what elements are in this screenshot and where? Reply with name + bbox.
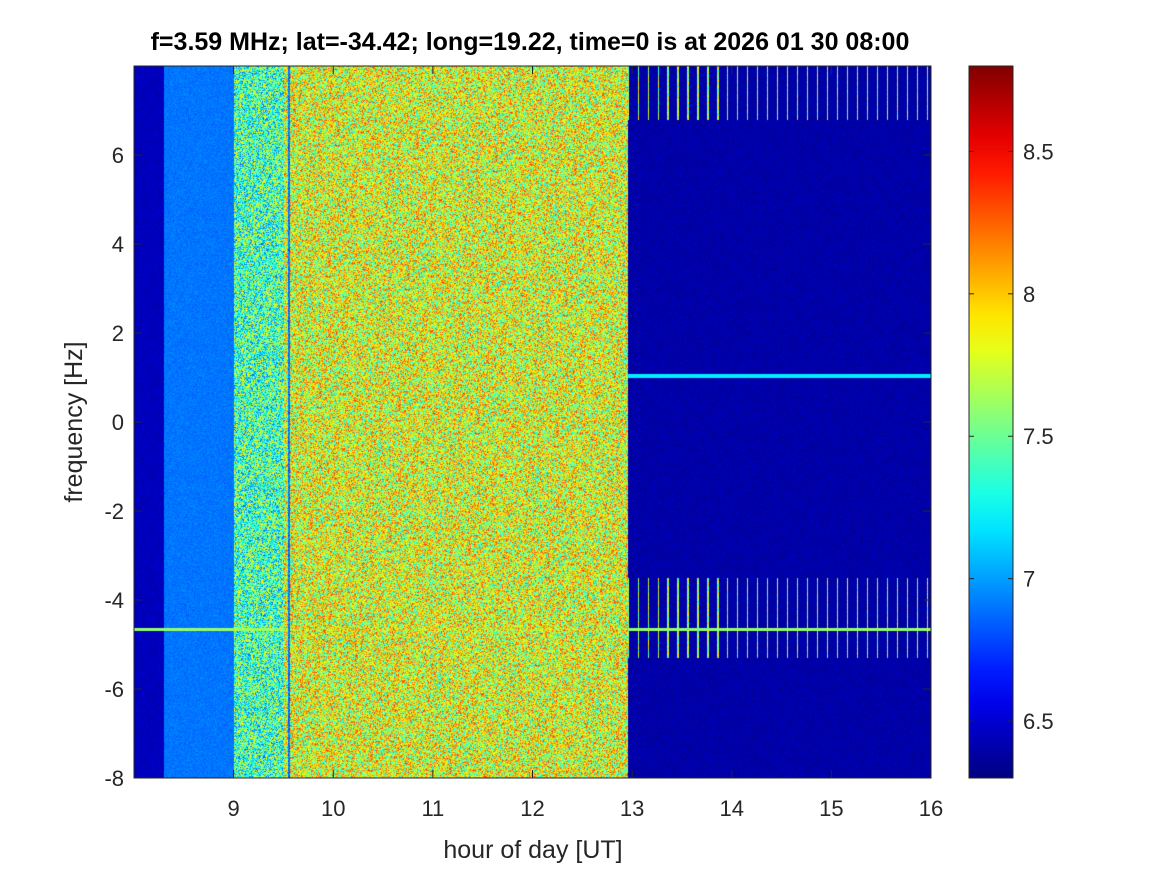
y-tick-label: -4 bbox=[104, 588, 124, 613]
y-tick-label: -2 bbox=[104, 499, 124, 524]
colorbar-tick-label: 8 bbox=[1023, 282, 1035, 307]
x-tick-label: 14 bbox=[720, 796, 744, 821]
heatmap bbox=[134, 66, 931, 778]
x-tick-label: 13 bbox=[620, 796, 644, 821]
y-tick-label: 0 bbox=[112, 410, 124, 435]
colorbar: 6.5 7 7.5 8 8.5 bbox=[968, 65, 1054, 779]
colorbar-tick-label: 7.5 bbox=[1023, 424, 1054, 449]
x-tick-label: 12 bbox=[520, 796, 544, 821]
colorbar-fill bbox=[969, 66, 1013, 778]
x-axis: 9 10 11 12 13 14 15 16 bbox=[228, 66, 943, 821]
x-axis-label: hour of day [UT] bbox=[443, 836, 622, 864]
colorbar-tick-label: 8.5 bbox=[1023, 139, 1054, 164]
y-tick-label: 6 bbox=[112, 143, 124, 168]
plot-area bbox=[133, 65, 932, 779]
colorbar-ticks: 6.5 7 7.5 8 8.5 bbox=[969, 139, 1054, 734]
x-tick-label: 11 bbox=[421, 796, 444, 821]
x-tick-label: 9 bbox=[228, 796, 240, 821]
y-axis: -8 -6 -4 -2 0 2 4 6 bbox=[104, 143, 931, 791]
y-tick-label: 2 bbox=[112, 321, 124, 346]
colorbar-tick-label: 7 bbox=[1023, 567, 1035, 592]
y-tick-label: -8 bbox=[104, 766, 124, 791]
colorbar-tick-label: 6.5 bbox=[1023, 709, 1054, 734]
x-tick-label: 10 bbox=[321, 796, 345, 821]
y-tick-label: 4 bbox=[112, 232, 124, 257]
colorbar-frame bbox=[968, 65, 1014, 779]
y-tick-label: -6 bbox=[104, 677, 124, 702]
x-tick-label: 15 bbox=[819, 796, 843, 821]
chart-title: f=3.59 MHz; lat=-34.42; long=19.22, time… bbox=[150, 28, 910, 56]
y-axis-label: frequency [Hz] bbox=[60, 341, 88, 502]
x-tick-label: 16 bbox=[919, 796, 943, 821]
